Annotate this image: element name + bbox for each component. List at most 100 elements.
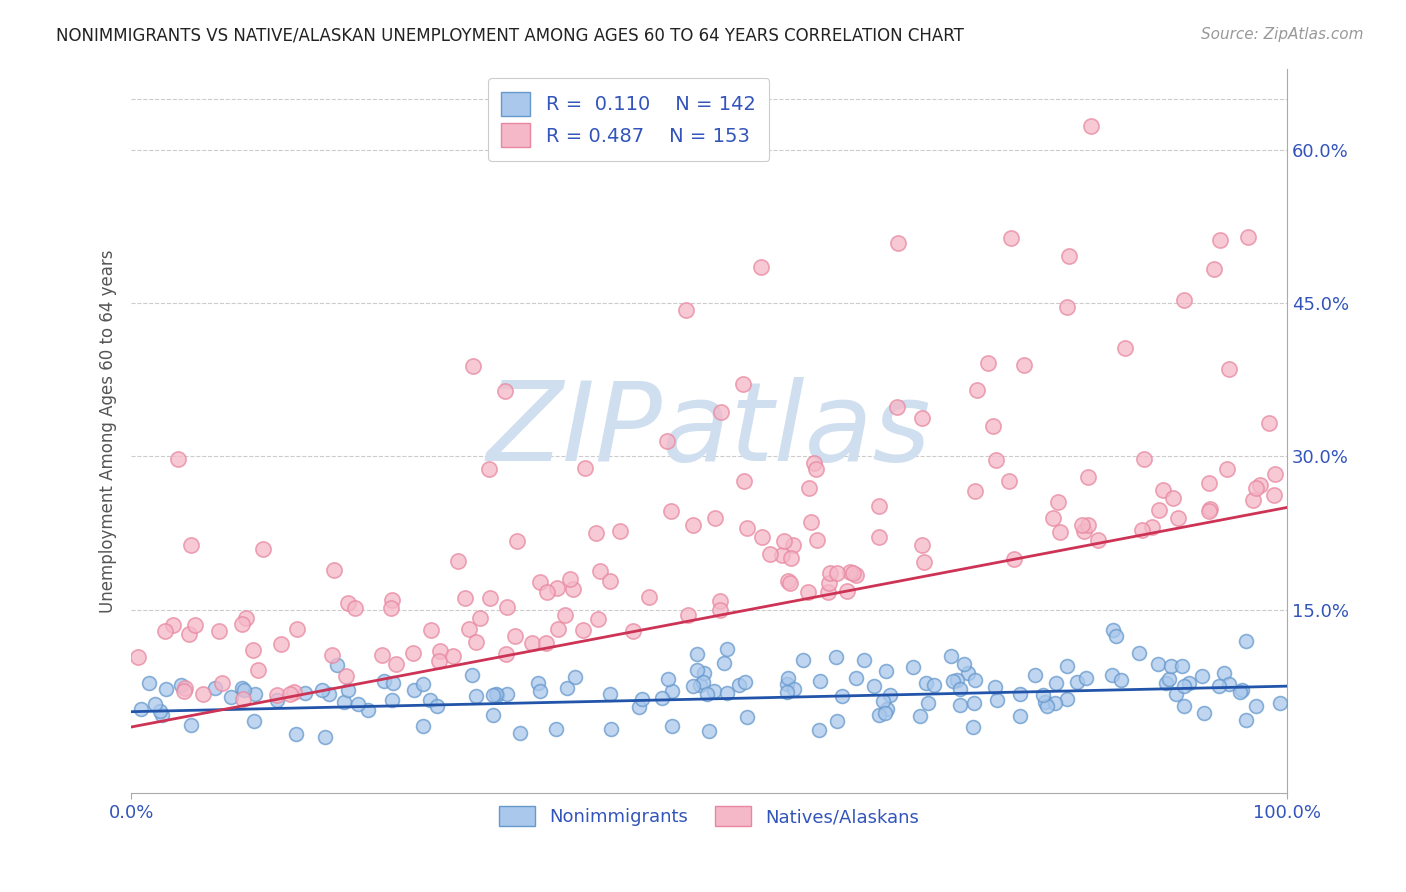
Natives/Alaskans [208,624,231,639]
Nonimmigrants [555,681,578,695]
Natives/Alaskans [447,554,470,568]
Nonimmigrants [149,704,172,718]
Nonimmigrants [876,702,898,716]
Natives/Alaskans [323,563,346,577]
Nonimmigrants [482,708,505,723]
Natives/Alaskans [266,688,288,702]
Natives/Alaskans [574,461,596,475]
Nonimmigrants [143,697,166,711]
Nonimmigrants [1173,699,1195,714]
Natives/Alaskans [1077,518,1099,533]
Nonimmigrants [1268,696,1291,710]
Nonimmigrants [373,674,395,689]
Nonimmigrants [825,714,848,728]
Natives/Alaskans [1087,533,1109,547]
Natives/Alaskans [759,547,782,561]
Nonimmigrants [465,689,488,703]
Natives/Alaskans [184,618,207,632]
Nonimmigrants [1170,659,1192,673]
Natives/Alaskans [270,637,292,651]
Nonimmigrants [661,719,683,733]
Natives/Alaskans [655,434,678,448]
Natives/Alaskans [1199,501,1222,516]
Natives/Alaskans [547,622,569,636]
Nonimmigrants [917,696,939,710]
Natives/Alaskans [638,590,661,604]
Nonimmigrants [686,647,709,661]
Nonimmigrants [1008,687,1031,701]
Natives/Alaskans [1218,362,1240,376]
Nonimmigrants [1008,709,1031,723]
Nonimmigrants [922,678,945,692]
Nonimmigrants [1177,676,1199,690]
Nonimmigrants [1032,689,1054,703]
Natives/Alaskans [1076,469,1098,483]
Natives/Alaskans [1244,481,1267,495]
Natives/Alaskans [235,611,257,625]
Natives/Alaskans [835,583,858,598]
Nonimmigrants [1208,679,1230,693]
Natives/Alaskans [710,405,733,419]
Natives/Alaskans [682,518,704,533]
Nonimmigrants [831,689,853,703]
Text: Source: ZipAtlas.com: Source: ZipAtlas.com [1201,27,1364,42]
Natives/Alaskans [770,548,793,562]
Natives/Alaskans [780,551,803,566]
Nonimmigrants [1036,699,1059,714]
Nonimmigrants [155,681,177,696]
Natives/Alaskans [817,584,839,599]
Natives/Alaskans [803,456,825,470]
Nonimmigrants [737,709,759,723]
Nonimmigrants [1218,677,1240,691]
Natives/Alaskans [278,687,301,701]
Nonimmigrants [945,673,967,688]
Nonimmigrants [337,682,360,697]
Nonimmigrants [599,687,621,701]
Natives/Alaskans [703,511,725,525]
Natives/Alaskans [1070,518,1092,533]
Nonimmigrants [689,678,711,692]
Natives/Alaskans [966,383,988,397]
Nonimmigrants [1164,687,1187,701]
Nonimmigrants [311,682,333,697]
Nonimmigrants [778,672,800,686]
Nonimmigrants [682,679,704,693]
Nonimmigrants [204,681,226,695]
Nonimmigrants [266,692,288,706]
Natives/Alaskans [1002,551,1025,566]
Nonimmigrants [509,726,531,740]
Natives/Alaskans [454,591,477,605]
Nonimmigrants [734,675,756,690]
Natives/Alaskans [887,235,910,250]
Natives/Alaskans [179,626,201,640]
Natives/Alaskans [211,676,233,690]
Nonimmigrants [939,648,962,663]
Natives/Alaskans [371,648,394,662]
Nonimmigrants [243,714,266,729]
Nonimmigrants [873,706,896,721]
Nonimmigrants [628,699,651,714]
Nonimmigrants [953,657,976,672]
Nonimmigrants [776,685,799,699]
Natives/Alaskans [1056,301,1078,315]
Nonimmigrants [1157,672,1180,686]
Natives/Alaskans [1152,483,1174,498]
Nonimmigrants [693,666,716,681]
Nonimmigrants [1024,668,1046,682]
Natives/Alaskans [1167,511,1189,525]
Nonimmigrants [1234,714,1257,728]
Natives/Alaskans [751,530,773,544]
Nonimmigrants [1109,673,1132,688]
Nonimmigrants [544,722,567,736]
Nonimmigrants [1056,659,1078,673]
Natives/Alaskans [1264,467,1286,482]
Natives/Alaskans [675,303,697,318]
Nonimmigrants [318,687,340,701]
Nonimmigrants [692,674,714,689]
Nonimmigrants [426,698,449,713]
Natives/Alaskans [427,654,450,668]
Nonimmigrants [908,708,931,723]
Nonimmigrants [1033,695,1056,709]
Nonimmigrants [716,686,738,700]
Natives/Alaskans [429,644,451,658]
